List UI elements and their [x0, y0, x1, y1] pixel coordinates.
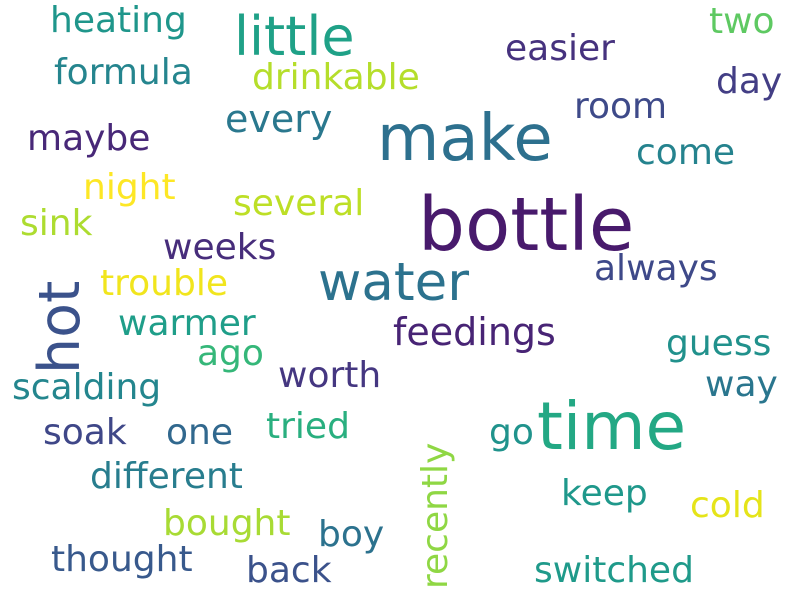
word-way: way [705, 364, 778, 405]
word-water: water [318, 252, 470, 313]
word-night: night [83, 167, 176, 208]
word-tried: tried [266, 406, 350, 447]
word-warmer: warmer [118, 303, 256, 344]
word-keep: keep [561, 473, 648, 514]
word-switched: switched [534, 550, 694, 591]
word-maybe: maybe [27, 118, 151, 159]
word-thought: thought [51, 539, 193, 580]
word-day: day [716, 61, 783, 102]
word-trouble: trouble [100, 263, 228, 304]
word-cold: cold [690, 485, 765, 526]
word-one: one [166, 412, 233, 453]
word-make: make [377, 102, 553, 176]
word-different: different [90, 456, 243, 497]
word-bottle: bottle [418, 182, 635, 268]
word-back: back [246, 550, 332, 591]
word-come: come [636, 132, 736, 173]
word-room: room [574, 86, 668, 127]
word-scalding: scalding [12, 367, 162, 408]
word-soak: soak [43, 412, 127, 453]
word-heating: heating [50, 0, 187, 41]
word-worth: worth [278, 355, 382, 396]
word-formula: formula [54, 52, 193, 93]
word-go: go [489, 412, 534, 453]
word-time: time [537, 388, 687, 465]
word-hot: hot [27, 280, 93, 374]
word-little: little [234, 5, 355, 68]
word-always: always [594, 248, 718, 289]
word-feedings: feedings [393, 310, 556, 354]
word-ago: ago [197, 333, 264, 374]
word-easier: easier [505, 28, 615, 69]
word-weeks: weeks [163, 227, 277, 268]
word-boy: boy [318, 514, 385, 555]
word-recently: recently [415, 442, 456, 589]
word-guess: guess [666, 323, 772, 364]
word-sink: sink [20, 203, 93, 244]
word-drinkable: drinkable [252, 57, 420, 98]
word-several: several [233, 183, 365, 224]
word-bought: bought [163, 503, 291, 544]
word-two: two [709, 1, 775, 42]
word-every: every [225, 97, 333, 141]
